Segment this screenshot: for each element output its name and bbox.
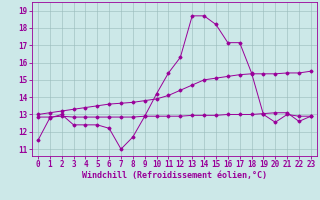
X-axis label: Windchill (Refroidissement éolien,°C): Windchill (Refroidissement éolien,°C) <box>82 171 267 180</box>
